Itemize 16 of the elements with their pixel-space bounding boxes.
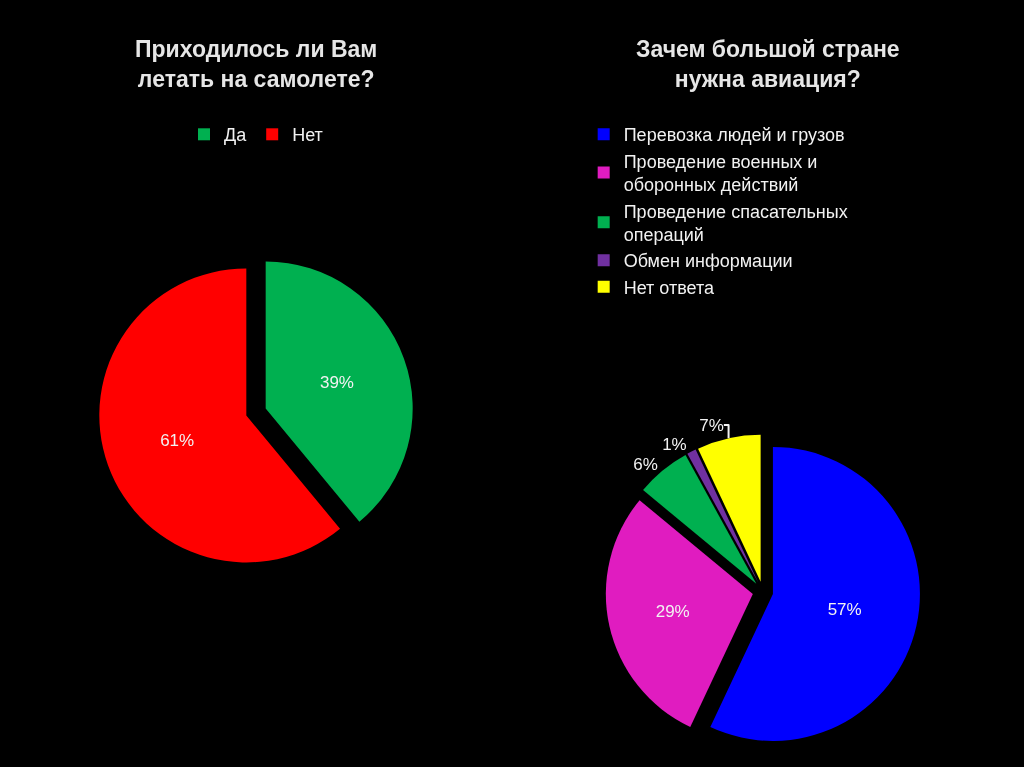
legend-label: Нет ответа <box>623 277 716 298</box>
data-label: 1% <box>662 434 687 454</box>
data-label: 61% <box>160 430 195 450</box>
legend-label: Перевозка людей и грузов <box>623 125 845 146</box>
legend-label: Проведение военных и оборонных действий <box>623 151 818 196</box>
legend-label: Обмен информации <box>623 251 793 272</box>
data-label: 29% <box>655 602 690 622</box>
legend-label: Да <box>224 125 248 146</box>
legend-label: Нет <box>292 125 323 146</box>
data-label: 6% <box>633 455 658 475</box>
data-label: 7% <box>699 415 724 435</box>
chart-title: Зачем большой стране нужна авиация? <box>636 36 900 92</box>
chart-title: Приходилось ли Вам летать на самолете? <box>135 36 378 92</box>
data-label: 39% <box>319 373 354 393</box>
legend-label: Проведение спасательных операций <box>623 201 848 245</box>
data-label: 57% <box>827 600 862 620</box>
